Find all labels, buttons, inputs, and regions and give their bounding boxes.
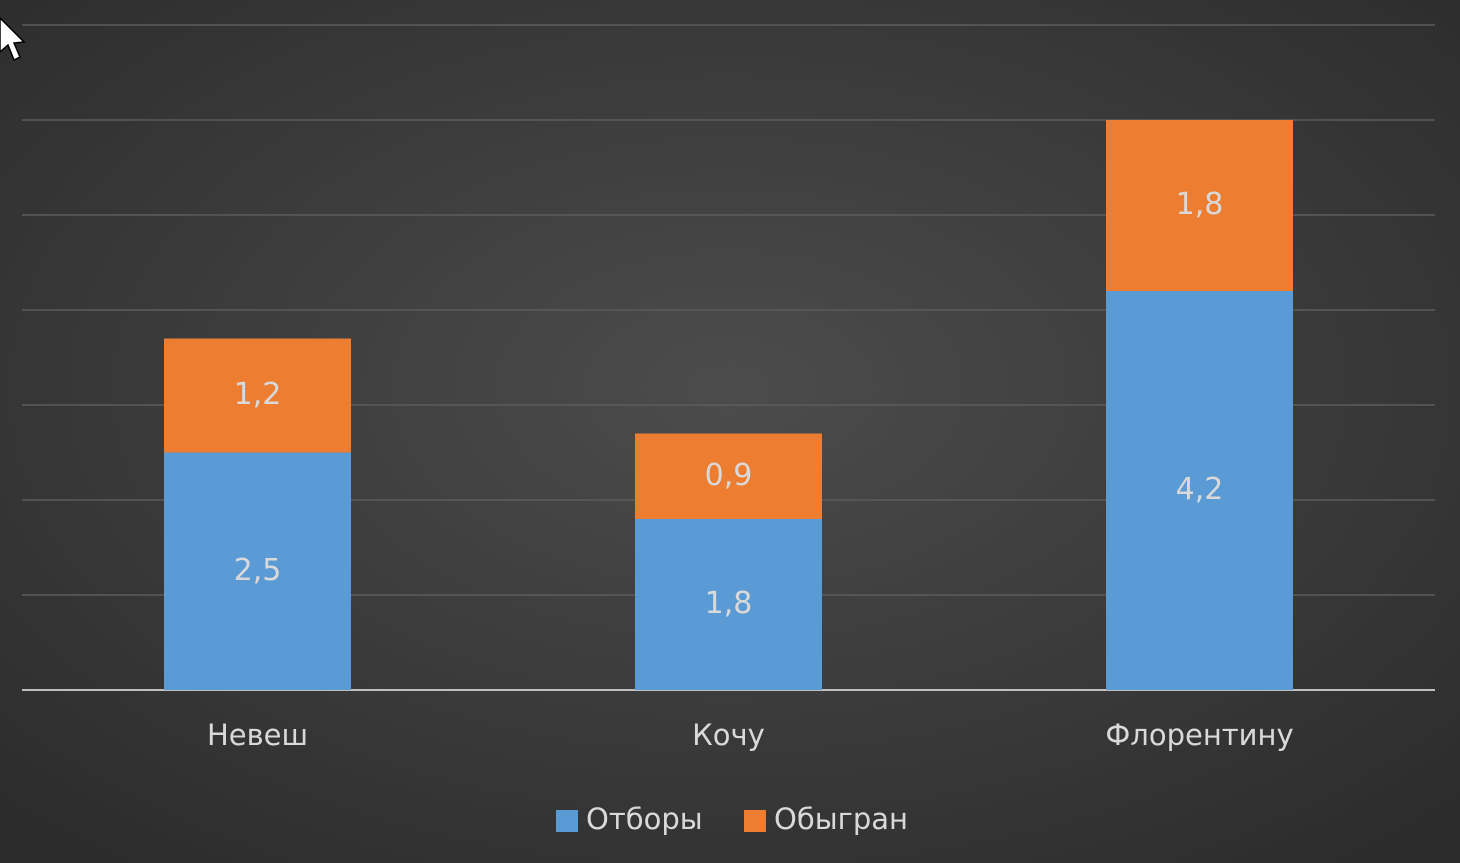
legend-label[interactable]: Обыгран: [774, 802, 908, 836]
plot-area: 2,5 1,2 Невеш 1,8 0,9 Кочу 4,2 1,8 Флорентину Отб…: [22, 24, 1435, 836]
data-label: 2,5: [234, 553, 282, 588]
bar-segment: [164, 338, 351, 453]
data-label: 1,8: [1176, 187, 1224, 222]
legend-label[interactable]: Отборы: [586, 802, 703, 836]
bar-segment: [164, 452, 351, 690]
x-tick-label: Кочу: [692, 718, 765, 752]
legend-swatch: [556, 810, 578, 832]
bar-segment: [1106, 291, 1293, 690]
bar-segment: [635, 519, 822, 690]
data-label: 0,9: [705, 458, 753, 493]
data-label: 1,8: [705, 586, 753, 621]
x-tick-label: Невеш: [207, 718, 308, 752]
data-label: 4,2: [1176, 472, 1224, 507]
mouse-cursor: [0, 16, 26, 62]
data-label: 1,2: [234, 377, 282, 412]
bar-segment: [635, 433, 822, 519]
legend-swatch: [744, 810, 766, 832]
bar-segment: [1106, 120, 1293, 291]
x-tick-label: Флорентину: [1105, 718, 1293, 752]
